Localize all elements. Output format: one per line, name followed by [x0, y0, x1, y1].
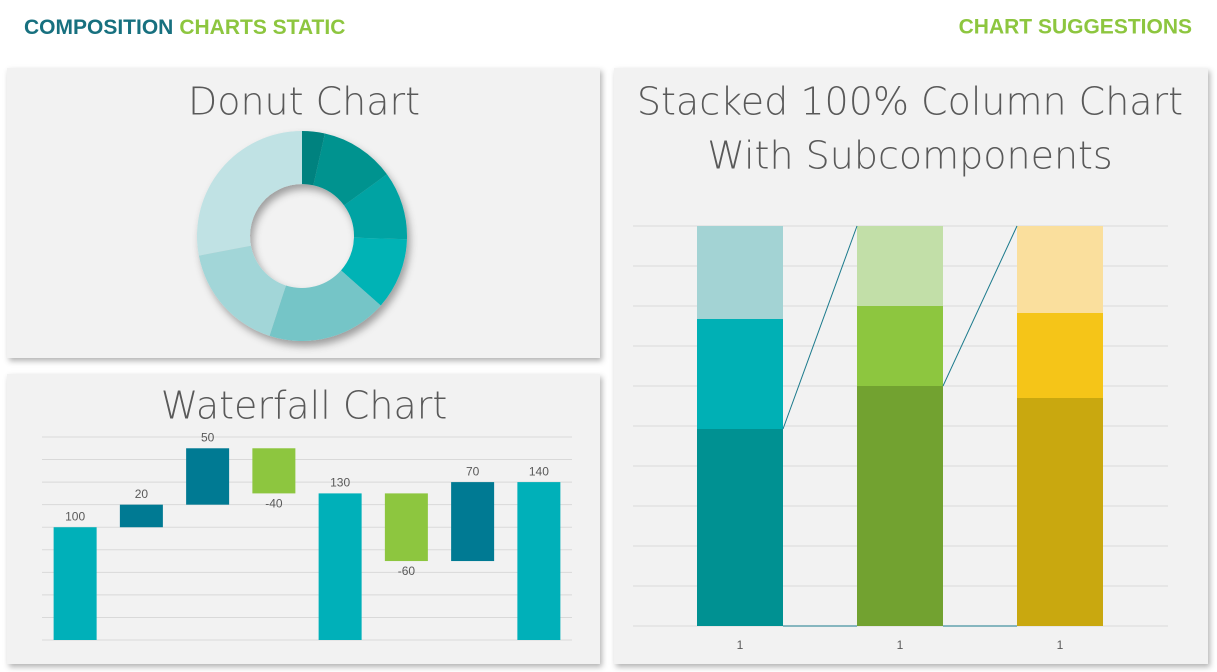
- chart-title: With Subcomponents: [707, 134, 1112, 178]
- waterfall-bar: [53, 527, 97, 640]
- column-segment: [1017, 398, 1103, 626]
- connector: [782, 225, 858, 430]
- waterfall-bar: [119, 504, 163, 528]
- column-segment: [697, 226, 783, 319]
- data-label: -40: [265, 497, 283, 511]
- x-tick-label: 1: [897, 638, 904, 652]
- donut-slice: [302, 131, 325, 186]
- waterfall-bar: [186, 448, 230, 505]
- waterfall-bar: [517, 482, 561, 640]
- data-label: 70: [466, 464, 480, 478]
- donut-slice: [269, 270, 381, 341]
- column-segment: [697, 319, 783, 429]
- column-segment: [857, 306, 943, 386]
- chart-title: Waterfall Chart: [161, 384, 448, 428]
- data-label: 20: [135, 487, 149, 501]
- header-part2: CHARTS STATIC: [179, 16, 345, 39]
- waterfall-bar: [451, 482, 495, 562]
- column-segment: [857, 226, 943, 306]
- chart-title: Donut Chart: [188, 80, 420, 124]
- waterfall-bar: [318, 493, 362, 640]
- connector: [942, 225, 1018, 387]
- header-right: CHART SUGGESTIONS: [959, 16, 1192, 39]
- data-label: 130: [330, 476, 350, 490]
- donut-slice: [198, 245, 286, 336]
- donut-slice: [313, 133, 387, 206]
- donut-slice: [344, 174, 407, 240]
- column-segment: [857, 386, 943, 626]
- data-label: -60: [398, 564, 416, 578]
- header-title: COMPOSITION CHARTS STATIC: [24, 16, 345, 39]
- column-segment: [1017, 226, 1103, 313]
- waterfall-bar: [252, 448, 296, 494]
- column-segment: [1017, 313, 1103, 398]
- chart-title: Stacked 100% Column Chart: [637, 80, 1183, 124]
- donut-slice: [196, 131, 302, 256]
- x-tick-label: 1: [737, 638, 744, 652]
- donut: [196, 131, 407, 341]
- waterfall-bar: [384, 493, 428, 562]
- panel: [7, 374, 600, 664]
- header-part1: COMPOSITION: [24, 16, 173, 39]
- donut-slice: [341, 237, 407, 306]
- x-tick-label: 1: [1057, 638, 1064, 652]
- column-segment: [697, 429, 783, 626]
- data-label: 100: [65, 509, 85, 523]
- data-label: 140: [529, 464, 549, 478]
- data-label: 50: [201, 430, 215, 444]
